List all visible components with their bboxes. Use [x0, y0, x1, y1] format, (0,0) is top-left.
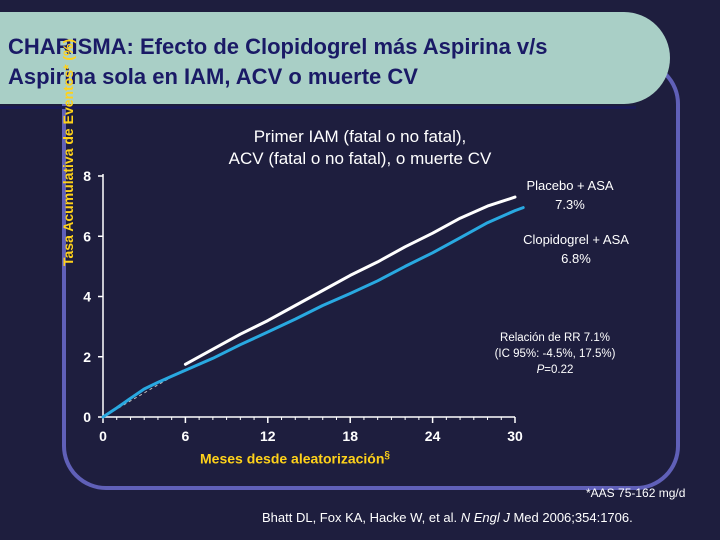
- footnote: *AAS 75-162 mg/d: [586, 486, 686, 500]
- citation-details: Med 2006;354:1706.: [509, 510, 633, 525]
- stats-annotation: Relación de RR 7.1% (IC 95%: -4.5%, 17.5…: [470, 330, 640, 378]
- x-tick-label: 6: [182, 428, 190, 444]
- series-clopidogrel-line: [101, 206, 525, 419]
- slide-title-line1: CHARISMA: Efecto de Clopidogrel más Aspi…: [8, 34, 548, 59]
- stats-p: P=0.22: [470, 362, 640, 378]
- stats-rr: Relación de RR 7.1%: [500, 332, 610, 344]
- x-tick-label: 18: [342, 428, 358, 444]
- chart-title: Primer IAM (fatal o no fatal), ACV (fata…: [160, 126, 560, 170]
- x-tick-label: 0: [99, 428, 107, 444]
- y-tick-label: 2: [83, 349, 91, 365]
- y-tick-label: 6: [83, 228, 91, 244]
- title-banner: CHARISMA: Efecto de Clopidogrel más Aspi…: [0, 12, 670, 109]
- x-axis-label-text: Meses desde aleatorización: [200, 450, 385, 467]
- chart-title-line1: Primer IAM (fatal o no fatal),: [253, 127, 467, 146]
- chart-title-line2: ACV (fatal o no fatal), o muerte CV: [228, 149, 492, 168]
- citation-authors: Bhatt DL, Fox KA, Hacke W, et al.: [262, 510, 461, 525]
- legend-clopidogrel-name: Clopidogrel + ASA: [523, 232, 629, 247]
- legend-placebo-value: 7.3%: [555, 197, 585, 212]
- legend-clopidogrel-value: 6.8%: [561, 251, 591, 266]
- y-tick-label: 0: [83, 409, 91, 425]
- x-axis-label-mark: §: [384, 450, 390, 461]
- y-tick-label: 4: [83, 289, 91, 305]
- title-underline: [0, 106, 636, 109]
- series-placebo-line: [183, 195, 517, 366]
- y-tick-label: 8: [83, 168, 91, 184]
- slide-title: CHARISMA: Efecto de Clopidogrel más Aspi…: [8, 32, 658, 92]
- chart-series: [101, 195, 525, 419]
- x-axis-label: Meses desde aleatorización§: [200, 450, 390, 467]
- stats-p-label: P: [536, 364, 545, 376]
- legend-clopidogrel: Clopidogrel + ASA 6.8%: [500, 230, 652, 268]
- stats-p-value: =0.22: [544, 364, 574, 376]
- citation: Bhatt DL, Fox KA, Hacke W, et al. N Engl…: [262, 510, 633, 525]
- slide-title-line2: Aspirina sola en IAM, ACV o muerte CV: [8, 64, 418, 89]
- x-tick-label: 30: [507, 428, 523, 444]
- legend-placebo-name: Placebo + ASA: [526, 178, 614, 193]
- x-tick-label: 12: [260, 428, 276, 444]
- legend-placebo: Placebo + ASA 7.3%: [500, 176, 640, 214]
- x-tick-label: 24: [425, 428, 441, 444]
- stats-ci: (IC 95%: -4.5%, 17.5%): [494, 348, 616, 360]
- citation-journal: N Engl J: [460, 510, 510, 525]
